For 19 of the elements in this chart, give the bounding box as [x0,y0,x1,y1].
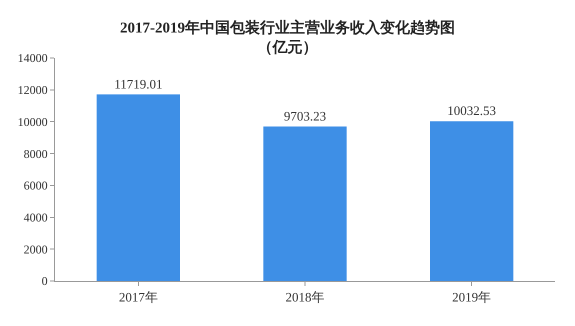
chart-subtitle: （亿元） [258,39,318,56]
x-tick-label: 2019年 [452,290,492,305]
data-label: 10032.53 [447,103,496,118]
chart-title: 2017-2019年中国包装行业主营业务收入变化趋势图 [120,18,455,37]
x-tick-label: 2017年 [118,290,158,305]
y-tick-label: 6000 [24,178,48,193]
bar [263,126,347,281]
y-tick-label: 8000 [24,146,48,161]
y-tick-label: 0 [42,274,48,288]
x-tick-label: 2018年 [286,290,324,305]
y-tick-label: 14000 [18,51,48,66]
y-tick-label: 4000 [24,210,48,224]
y-tick-label: 10000 [18,114,48,129]
data-label: 9703.23 [284,108,326,124]
data-label: 11719.01 [114,76,162,92]
y-tick-label: 2000 [24,242,48,256]
y-tick-label: 12000 [18,83,48,98]
bar [430,121,514,281]
bar [96,94,180,281]
